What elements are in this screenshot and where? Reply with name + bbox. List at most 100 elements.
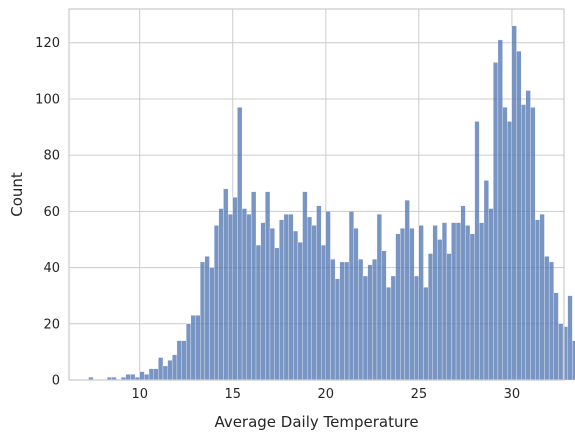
- histogram-bar: [493, 62, 499, 381]
- histogram-bar: [488, 208, 494, 381]
- histogram-bar: [279, 219, 285, 381]
- y-tick-label: 0: [52, 374, 60, 389]
- histogram-bar: [325, 211, 331, 381]
- y-tick-labels: 0 20 40 60 80 100 120: [35, 36, 60, 388]
- histogram-bar: [186, 323, 192, 381]
- histogram-bar: [469, 233, 475, 381]
- x-axis-label: Average Daily Temperature: [214, 413, 418, 431]
- histogram-bar: [288, 214, 294, 381]
- histogram-bar: [372, 258, 378, 381]
- histogram-bar: [381, 250, 387, 381]
- histogram-bar: [125, 374, 131, 381]
- histogram-bar: [567, 295, 573, 381]
- histogram-bar: [502, 107, 508, 381]
- histogram-bar: [227, 214, 233, 381]
- histogram-bar: [348, 211, 354, 381]
- histogram-bar: [251, 191, 257, 381]
- y-axis-label: Count: [8, 172, 26, 217]
- histogram-bar: [302, 191, 308, 381]
- histogram-bar: [311, 225, 317, 381]
- histogram-bar: [167, 360, 173, 381]
- histogram-bar: [362, 275, 368, 381]
- histogram-bar: [483, 180, 489, 381]
- histogram-bar: [209, 267, 215, 381]
- y-tick-label: 60: [43, 205, 60, 220]
- histogram-bar: [358, 258, 364, 381]
- histogram-bar: [553, 292, 559, 381]
- histogram-bar: [297, 242, 303, 381]
- histogram-bar: [181, 340, 187, 381]
- histogram-bar: [535, 219, 540, 381]
- histogram-bar: [218, 208, 224, 381]
- histogram-bar: [269, 228, 275, 381]
- y-tick-label: 40: [43, 261, 60, 276]
- histogram-bar: [409, 228, 415, 381]
- histogram-bar: [176, 340, 182, 381]
- histogram-bar: [455, 222, 461, 381]
- histogram-bar: [511, 25, 517, 381]
- plot-frame: [68, 8, 565, 381]
- histogram-bar: [437, 239, 443, 381]
- histogram-bar: [479, 222, 485, 381]
- histogram-bar: [404, 199, 410, 381]
- histogram-bar: [539, 214, 545, 381]
- histogram-bar: [474, 121, 480, 381]
- x-tick-labels: 10 15 20 25 30: [131, 387, 520, 402]
- histogram-bar: [162, 365, 168, 381]
- histogram-bar: [190, 315, 196, 381]
- histogram-bar: [246, 214, 252, 381]
- x-tick-label: 20: [318, 387, 335, 402]
- histogram-bar: [497, 39, 503, 381]
- histogram-bar: [237, 107, 243, 381]
- histogram-bar: [339, 261, 345, 381]
- histogram-bar: [214, 225, 219, 381]
- histogram-bar: [307, 216, 312, 381]
- histogram-bar: [255, 244, 261, 381]
- x-tick-label: 10: [131, 387, 148, 402]
- histogram-bar: [516, 51, 522, 381]
- histogram-bar: [139, 371, 145, 381]
- histogram-bar: [465, 225, 471, 381]
- histogram-bar: [172, 354, 178, 381]
- histogram-bar: [400, 228, 406, 381]
- histogram-bar: [530, 107, 536, 381]
- histogram-bar: [525, 90, 531, 381]
- histogram-bar: [441, 222, 447, 381]
- x-tick-label: 30: [504, 387, 521, 402]
- histogram-bar: [521, 104, 527, 381]
- histogram-bar: [274, 247, 280, 381]
- y-tick-label: 20: [43, 317, 60, 332]
- histogram-bar: [451, 222, 457, 381]
- histogram-bar: [148, 368, 154, 381]
- histogram-bar: [334, 278, 340, 381]
- y-tick-label: 100: [35, 92, 60, 107]
- histogram-bar: [414, 275, 419, 381]
- histogram-bar: [330, 258, 336, 381]
- histogram-bar: [321, 244, 326, 381]
- histogram-bar: [432, 225, 438, 381]
- histogram-bar: [204, 256, 210, 381]
- histogram-bar: [130, 374, 136, 381]
- histogram-bar: [418, 225, 424, 381]
- histogram-bar: [293, 230, 299, 381]
- histogram-bar: [283, 214, 289, 381]
- histogram-bar: [158, 357, 164, 381]
- x-tick-label: 15: [224, 387, 241, 402]
- histogram-bar: [200, 261, 205, 381]
- histogram-bar: [195, 315, 201, 381]
- histogram-bar: [353, 228, 359, 381]
- histogram-bar: [260, 222, 266, 381]
- histogram-bar: [316, 205, 322, 381]
- histogram-bar: [241, 208, 247, 381]
- histogram-bar: [548, 261, 554, 381]
- histogram-bars: [88, 25, 575, 381]
- histogram-bar: [232, 197, 238, 381]
- histogram-bar: [460, 205, 466, 381]
- y-tick-label: 120: [35, 36, 60, 51]
- histogram-bar: [344, 261, 350, 381]
- x-tick-label: 25: [411, 387, 428, 402]
- histogram-bar: [223, 188, 229, 381]
- histogram-bar: [153, 368, 159, 381]
- histogram-bar: [376, 214, 382, 381]
